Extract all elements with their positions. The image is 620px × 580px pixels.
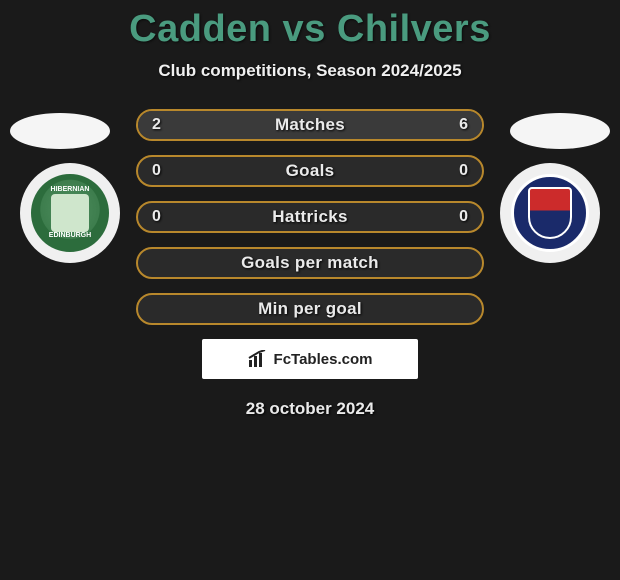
stat-row: Min per goal [136,293,484,325]
stat-label: Hattricks [138,203,482,231]
club-badge-right [500,163,600,263]
header: Cadden vs Chilvers Club competitions, Se… [0,0,620,81]
stat-row: Goals per match [136,247,484,279]
club-badge-left: HIBERNIAN EDINBURGH [20,163,120,263]
date-label: 28 october 2024 [0,399,620,419]
player-right-slot [510,113,610,149]
stat-label: Min per goal [138,295,482,323]
stat-label: Goals per match [138,249,482,277]
page-title: Cadden vs Chilvers [0,8,620,51]
brand-box[interactable]: FcTables.com [202,339,418,379]
stat-row: 26Matches [136,109,484,141]
brand-label: FcTables.com [274,351,373,368]
stat-row: 00Hattricks [136,201,484,233]
ross-county-crest-icon [511,174,589,252]
stats-bars: 26Matches 00Goals 00Hattricks Goals per mat… [136,109,484,325]
stat-row: 00Goals [136,155,484,187]
stat-label: Goals [138,157,482,185]
player-left-slot [10,113,110,149]
page-subtitle: Club competitions, Season 2024/2025 [0,61,620,81]
stat-label: Matches [138,111,482,139]
hibernian-crest-icon: HIBERNIAN EDINBURGH [31,174,109,252]
chart-icon [248,350,268,368]
comparison-panel: HIBERNIAN EDINBURGH 26Matches 00Goals 00Ha… [0,109,620,419]
